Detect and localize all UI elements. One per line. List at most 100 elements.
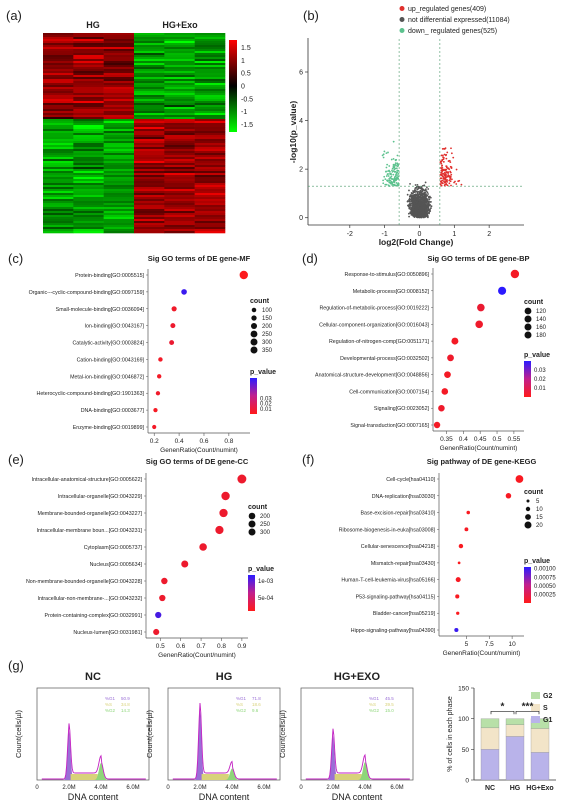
heatmap-cell (103, 89, 135, 92)
heatmap-cell (194, 73, 226, 76)
volcano-point (409, 211, 412, 214)
heatmap-cell (134, 139, 165, 142)
volcano-point (455, 183, 458, 185)
heatmap-cell (194, 71, 226, 74)
size-legend-dot (526, 499, 530, 503)
heatmap-cell (164, 125, 195, 128)
heatmap-cell (103, 181, 135, 184)
heatmap-cell (134, 105, 165, 108)
bar-segment-G2 (480, 718, 500, 729)
heatmap-cell (194, 91, 226, 94)
volcano-point (406, 200, 409, 203)
heatmap-cell (103, 157, 135, 160)
volcano-point (391, 182, 393, 185)
heatmap-cell (103, 81, 135, 84)
volcano-point (396, 174, 398, 176)
heatmap-cell (164, 151, 195, 154)
volcano-point (447, 175, 450, 178)
heatmap-cell (194, 171, 226, 174)
heatmap-cell (194, 177, 226, 180)
heatmap-cell (164, 89, 195, 92)
size-legend-title: count (524, 489, 544, 496)
heatmap-cell (103, 137, 135, 140)
volcano-point (415, 204, 417, 207)
heatmap-cell (134, 165, 165, 168)
heatmap-cell (134, 69, 165, 72)
heatmap-cell (73, 165, 104, 168)
heatmap-cell (134, 149, 165, 152)
heatmap-cell (134, 43, 165, 46)
panel-label-e: (e) (8, 452, 24, 467)
volcano-point (407, 212, 410, 215)
volcano-point (443, 148, 446, 150)
colorbar-tick-label: -1.5 (241, 122, 253, 129)
heatmap-cell (73, 135, 104, 138)
heatmap-cell (73, 119, 104, 122)
volcano-ylabel: -log10(p_value) (288, 101, 298, 164)
panel-label-b: (b) (303, 8, 319, 23)
volcano-point (421, 197, 424, 199)
heatmap-cell (43, 215, 74, 218)
dotplot-c: 0.2 0.4 0.6 0.8 (146, 269, 258, 445)
volcano-point (383, 175, 386, 178)
heatmap-cell (134, 51, 165, 54)
heatmap-cell (103, 219, 135, 222)
heatmap-cell (134, 81, 165, 84)
volcano-point (394, 163, 397, 166)
heatmap-cell (103, 49, 135, 52)
size-legend-dot (248, 528, 256, 536)
cell-cycle-histogram (300, 687, 414, 781)
heatmap-cell (194, 47, 226, 50)
heatmap-cell (194, 161, 226, 164)
size-legend-dot (250, 338, 258, 346)
heatmap-cell (73, 231, 104, 234)
x-tick-label: 10 (509, 641, 517, 648)
heatmap-cell (194, 225, 226, 228)
category-label: Heterocyclic-compound-binding[GO:1901363… (37, 391, 145, 397)
volcano-point (444, 168, 446, 171)
volcano-point (443, 180, 445, 183)
dotplot-point (477, 303, 485, 312)
heatmap-cell (134, 211, 165, 214)
heatmap-cell (103, 217, 135, 220)
colorbar-tick-label: -0.5 (241, 96, 253, 103)
y-tick-label: 0 (299, 215, 303, 222)
volcano-point (415, 201, 418, 204)
volcano-point (424, 195, 427, 198)
category-label: Bladder-cancer[hsa05219] (373, 611, 436, 617)
heatmap-cell (134, 101, 165, 104)
heatmap-cell (103, 191, 135, 194)
heatmap-cell (194, 197, 226, 200)
dotplot-point (199, 543, 207, 551)
heatmap-cell (73, 117, 104, 120)
heatmap-cell (73, 153, 104, 156)
heatmap-cell (43, 53, 74, 56)
heatmap-cell (134, 85, 165, 88)
heatmap-cell (103, 123, 135, 126)
x-tick-label: -1 (382, 231, 388, 238)
heatmap-cell (194, 37, 226, 40)
volcano-point (428, 202, 430, 205)
heatmap-cell (103, 35, 135, 38)
volcano-point (415, 198, 418, 200)
g1-peak (323, 735, 343, 780)
heatmap-cell (73, 205, 104, 208)
heatmap-cell (43, 71, 74, 74)
heatmap-cell (73, 201, 104, 204)
heatmap-cell (134, 225, 165, 228)
heatmap-cell (134, 77, 165, 80)
heatmap-cell (134, 203, 165, 206)
heatmap-cell (103, 203, 135, 206)
heatmap-cell (134, 175, 165, 178)
heatmap-cell (134, 55, 165, 58)
heatmap-cell (164, 87, 195, 90)
heatmap-cell (73, 179, 104, 182)
bar-segment-S (505, 724, 525, 737)
heatmap-cell (103, 133, 135, 136)
color-legend-title: p_value (524, 558, 550, 565)
volcano-point (417, 185, 420, 188)
heatmap-cell (73, 97, 104, 100)
heatmap-cell (103, 159, 135, 162)
heatmap-cell (134, 121, 165, 124)
heatmap-cell (73, 35, 104, 38)
